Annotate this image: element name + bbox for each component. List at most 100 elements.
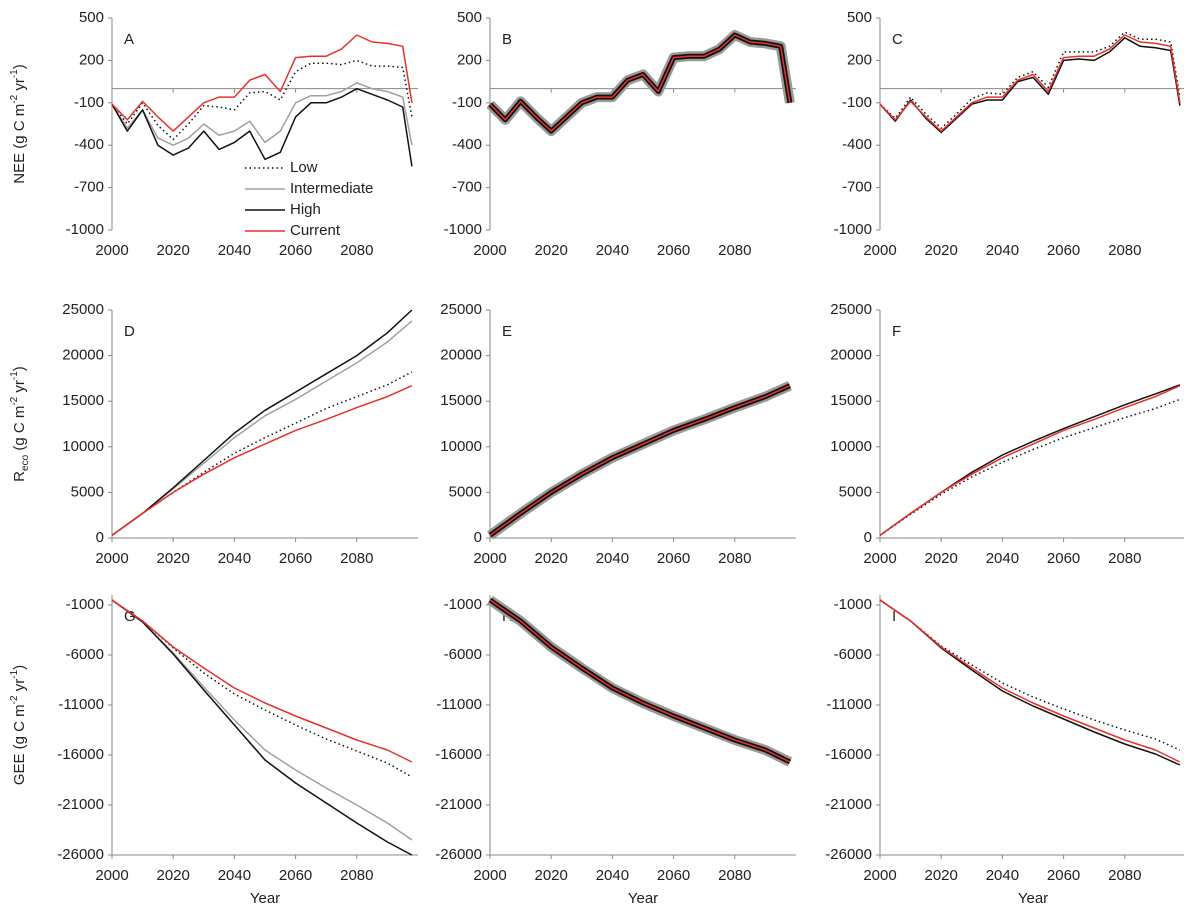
y-axis-label-part: (g C m	[11, 406, 28, 455]
y-tick-label: -11000	[436, 696, 482, 713]
series-line	[111, 59, 413, 141]
x-tick-label: 2020	[157, 242, 190, 259]
x-tick-label: 2080	[1108, 242, 1141, 259]
x-tick-label: 2040	[218, 867, 251, 884]
panel-label: F	[892, 323, 901, 340]
y-axis-label-part: -2	[9, 396, 20, 405]
y-axis-label-part: -1	[9, 669, 20, 678]
y-tick-label: 5000	[71, 483, 104, 500]
legend-label: Low	[290, 159, 318, 176]
panel: 25000 20000 15000 10000 5000 0 2000 2020 2040 206…	[830, 301, 1184, 567]
series-line	[879, 398, 1181, 536]
x-tick-label: 2080	[340, 242, 373, 259]
x-axis-label: Year	[250, 890, 280, 907]
x-tick-label: 2040	[596, 550, 629, 567]
series-line	[879, 599, 1181, 766]
y-tick-label: -400	[842, 136, 872, 153]
y-tick-label: 20000	[830, 347, 872, 364]
x-tick-label: 2000	[95, 242, 128, 259]
x-tick-label: 2060	[279, 867, 312, 884]
x-tick-label: 2060	[1047, 550, 1080, 567]
y-tick-label: 15000	[830, 392, 872, 409]
panel-label: I	[892, 608, 896, 625]
y-tick-label: -26000	[825, 846, 872, 863]
y-tick-label: 10000	[830, 438, 872, 455]
y-tick-label: 500	[847, 9, 872, 26]
series-line	[879, 31, 1181, 129]
y-tick-label: 25000	[440, 301, 482, 318]
series-line	[111, 309, 413, 536]
y-tick-label: -1000	[66, 596, 104, 613]
x-tick-label: 2000	[863, 550, 896, 567]
y-tick-label: -1000	[444, 221, 482, 238]
y-tick-label: -6000	[444, 646, 482, 663]
y-tick-label: -100	[452, 94, 482, 111]
x-tick-label: 2000	[473, 550, 506, 567]
panel: -1000 -6000 -11000 -16000 -21000 -26000 2000 20…	[435, 595, 796, 907]
x-tick-label: 2080	[718, 867, 751, 884]
y-tick-label: -700	[452, 179, 482, 196]
x-tick-label: 2080	[718, 242, 751, 259]
series-line	[111, 82, 413, 146]
series-line	[111, 599, 413, 778]
x-tick-label: 2020	[925, 550, 958, 567]
x-tick-label: 2020	[535, 867, 568, 884]
panel-label: G	[124, 608, 136, 625]
y-tick-label: 200	[847, 51, 872, 68]
x-tick-label: 2080	[340, 550, 373, 567]
y-tick-label: -21000	[435, 796, 482, 813]
y-axis-label-part: -2	[9, 94, 20, 103]
legend-label: Current	[290, 222, 341, 239]
panel-label: C	[892, 31, 903, 48]
y-tick-label: -21000	[57, 796, 104, 813]
y-axis-label: GEE (g C m-2 yr-1)	[9, 665, 28, 785]
panel-label: E	[502, 323, 512, 340]
y-axis-label-part: R	[11, 471, 28, 482]
series-line	[489, 385, 791, 536]
x-tick-label: 2020	[157, 550, 190, 567]
panel: 25000 20000 15000 10000 5000 0 2000 2020 2040 206…	[9, 301, 418, 567]
x-tick-label: 2020	[535, 242, 568, 259]
x-tick-label: 2060	[657, 550, 690, 567]
y-tick-label: -6000	[66, 646, 104, 663]
series-line	[111, 385, 413, 536]
y-tick-label: 0	[96, 529, 104, 546]
panel: -1000 -6000 -11000 -16000 -21000 -26000 2000 20…	[9, 595, 418, 907]
y-tick-label: 15000	[62, 392, 104, 409]
y-tick-label: 10000	[440, 438, 482, 455]
series-line	[487, 381, 792, 540]
y-axis-label-part: yr	[11, 380, 28, 397]
y-axis-label-part: )	[11, 665, 28, 670]
x-tick-label: 2080	[718, 550, 751, 567]
y-tick-label: -11000	[58, 696, 104, 713]
y-tick-label: 20000	[440, 347, 482, 364]
y-tick-label: 200	[79, 51, 104, 68]
panel: 25000 20000 15000 10000 5000 0 2000 2020 2040 206…	[440, 301, 796, 567]
y-tick-label: -1000	[834, 221, 872, 238]
y-tick-label: 10000	[62, 438, 104, 455]
series-line	[879, 385, 1181, 536]
panel-label: A	[124, 31, 134, 48]
series-line	[879, 384, 1181, 536]
x-tick-label: 2060	[279, 550, 312, 567]
y-tick-label: -21000	[825, 796, 872, 813]
series-line	[487, 595, 793, 767]
series-line	[489, 34, 791, 132]
y-tick-label: 15000	[440, 392, 482, 409]
y-axis-label-part: yr	[11, 78, 28, 95]
x-tick-label: 2040	[986, 867, 1019, 884]
x-tick-label: 2040	[986, 242, 1019, 259]
series-line	[488, 597, 791, 765]
x-tick-label: 2040	[596, 867, 629, 884]
x-tick-label: 2000	[473, 867, 506, 884]
x-tick-label: 2020	[925, 867, 958, 884]
y-axis-label-part: -1	[9, 69, 20, 78]
y-tick-label: -6000	[834, 646, 872, 663]
y-tick-label: -16000	[57, 746, 104, 763]
panel: -1000 -6000 -11000 -16000 -21000 -26000 2000 20…	[825, 595, 1184, 907]
x-axis-label: Year	[1018, 890, 1048, 907]
y-tick-label: 500	[79, 9, 104, 26]
x-tick-label: 2000	[95, 867, 128, 884]
series-line	[489, 599, 791, 763]
